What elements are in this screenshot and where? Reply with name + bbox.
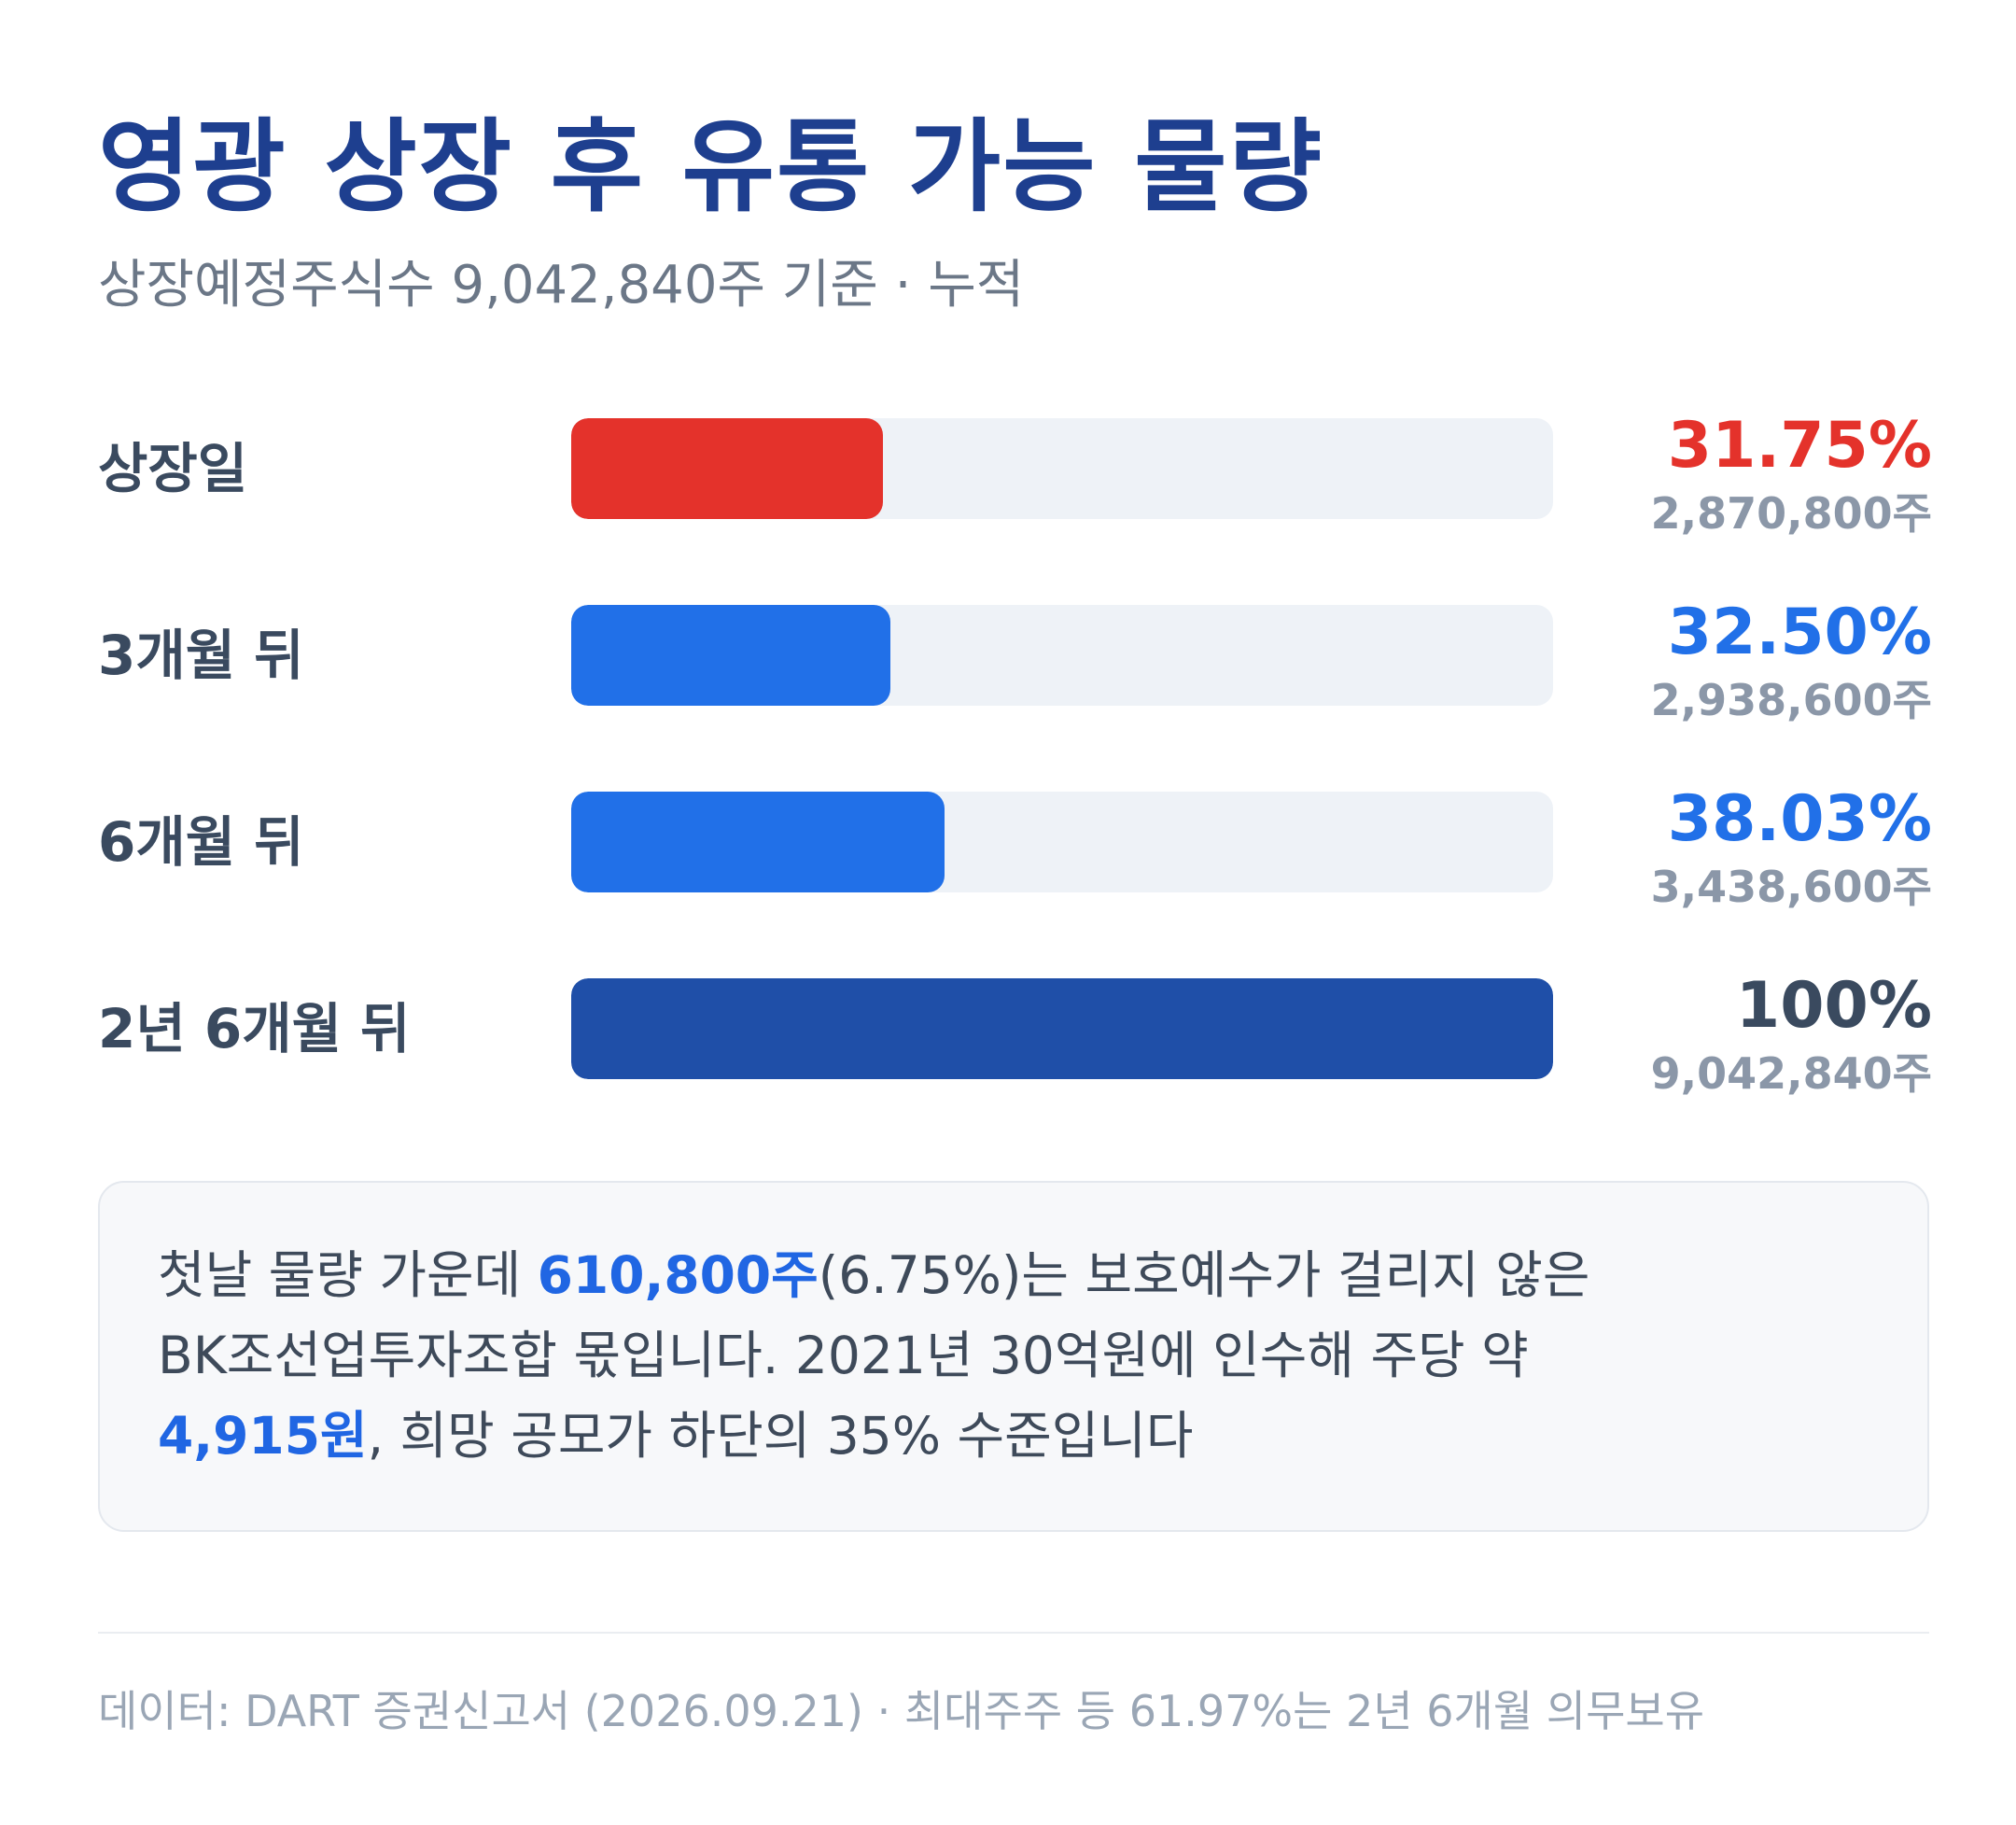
bar-row: 2년 6개월 뒤 100% 9,042,840주 <box>0 969 2016 1165</box>
bar-track <box>571 978 1553 1079</box>
note-box: 첫날 물량 가운데 610,800주(6.75%)는 보호예수가 걸리지 않은 … <box>98 1181 1929 1532</box>
note-text: (6.75%)는 보호예수가 걸리지 않은 <box>818 1245 1590 1305</box>
note-line-3: 4,915원, 희망 공모가 하단의 35% 수준입니다 <box>158 1396 1871 1476</box>
page-subtitle: 상장예정주식수 9,042,840주 기준 · 누적 <box>98 255 1025 316</box>
bar-category-label: 6개월 뒤 <box>98 810 304 874</box>
note-highlight-price: 4,915원 <box>158 1406 368 1466</box>
bar-category-label: 상장일 <box>98 437 248 500</box>
bar-row: 상장일 31.75% 2,870,800주 <box>0 409 2016 605</box>
bar-shares-label: 2,938,600주 <box>1650 675 1932 725</box>
note-highlight-shares: 610,800주 <box>537 1245 819 1305</box>
bar-track <box>571 605 1553 706</box>
bar-shares-label: 9,042,840주 <box>1650 1048 1932 1099</box>
bar-category-label: 3개월 뒤 <box>98 624 304 687</box>
footer-source: 데이터: DART 증권신고서 (2026.09.21) · 최대주주 등 61… <box>98 1686 1705 1736</box>
bar-value-label: 32.50% <box>1667 596 1932 669</box>
bar-row: 3개월 뒤 32.50% 2,938,600주 <box>0 596 2016 792</box>
bar-value-label: 38.03% <box>1667 782 1932 856</box>
bar-value-label: 100% <box>1735 969 1932 1043</box>
page-title: 영광 상장 후 유통 가능 물량 <box>98 109 1323 226</box>
bar-track <box>571 418 1553 519</box>
note-text: 첫날 물량 가운데 <box>158 1245 538 1305</box>
footer-divider <box>98 1632 1929 1634</box>
bar-fill <box>571 418 883 519</box>
note-text: BK조선업투자조합 몫입니다. 2021년 30억원에 인수해 주당 약 <box>158 1326 1529 1385</box>
bar-shares-label: 3,438,600주 <box>1650 862 1932 912</box>
note-text: , 희망 공모가 하단의 35% 수준입니다 <box>367 1406 1194 1466</box>
bar-fill <box>571 605 890 706</box>
note-line-2: BK조선업투자조합 몫입니다. 2021년 30억원에 인수해 주당 약 <box>158 1315 1871 1396</box>
bar-fill <box>571 792 945 892</box>
note-line-1: 첫날 물량 가운데 610,800주(6.75%)는 보호예수가 걸리지 않은 <box>158 1235 1871 1315</box>
bar-shares-label: 2,870,800주 <box>1650 488 1932 539</box>
bar-category-label: 2년 6개월 뒤 <box>98 997 411 1060</box>
bar-fill <box>571 978 1553 1079</box>
bar-value-label: 31.75% <box>1667 409 1932 483</box>
bar-row: 6개월 뒤 38.03% 3,438,600주 <box>0 782 2016 978</box>
bar-track <box>571 792 1553 892</box>
